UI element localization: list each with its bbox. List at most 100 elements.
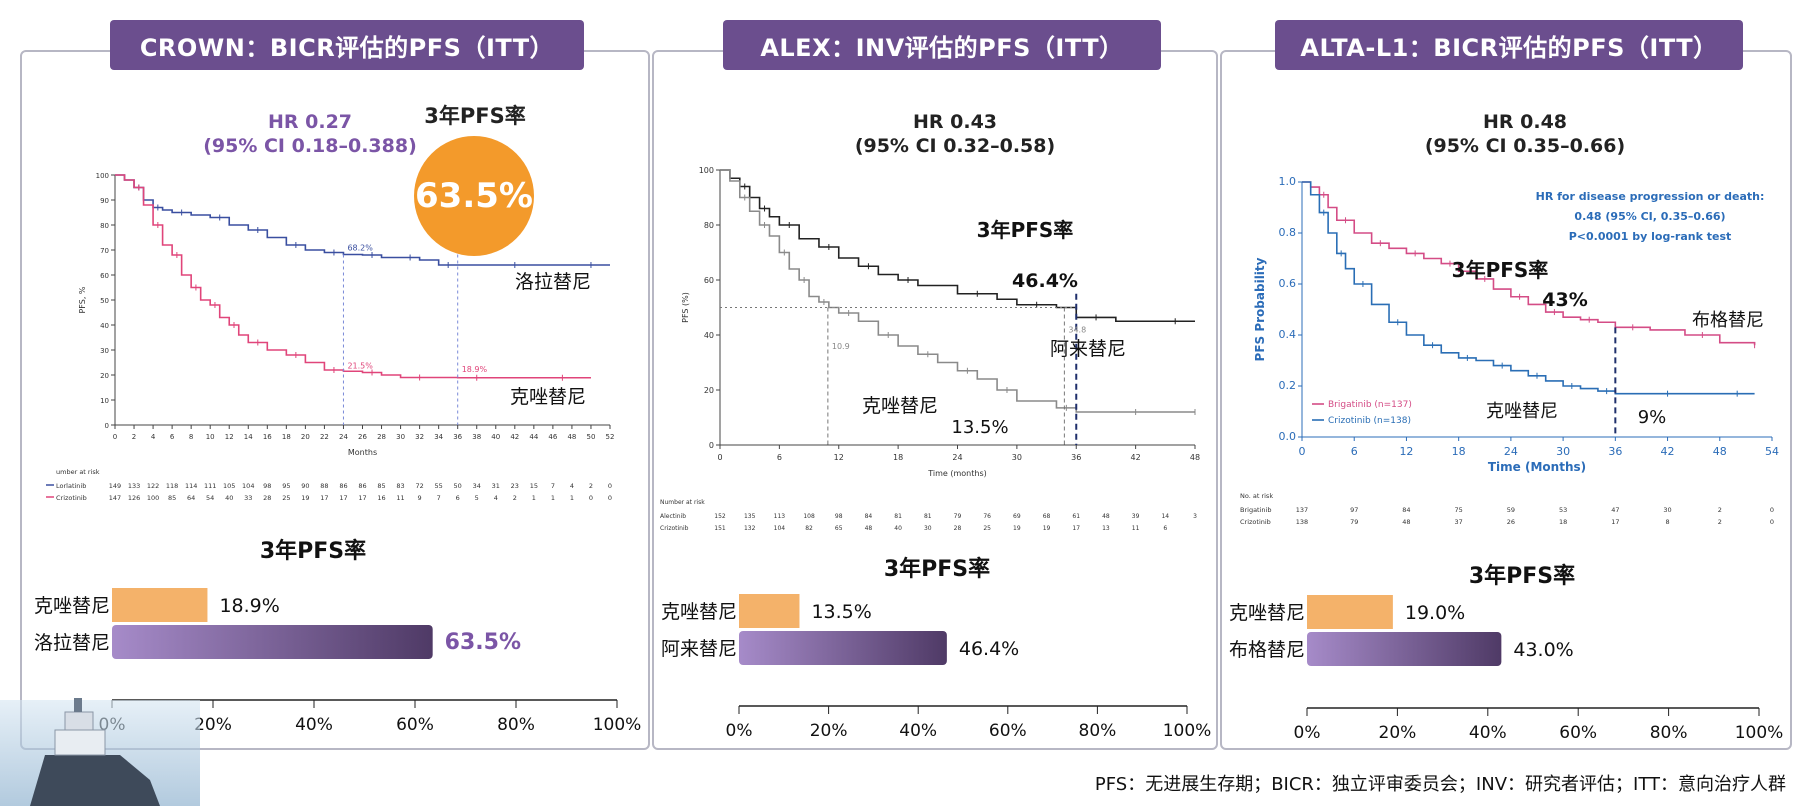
at-risk-count: 98 [835,513,843,520]
y-tick-label: 50 [100,297,109,305]
at-risk-header: No. at risk [1240,492,1273,500]
x-tick-label: 24 [952,453,962,462]
bar-comparator [1307,632,1502,666]
km-curve-crizotinib [1302,181,1755,395]
at-risk-count: 72 [415,482,423,490]
at-risk-count: 2 [1718,506,1722,514]
bar-x-tick-label: 20% [1379,723,1417,743]
bar-label: 阿来替尼 [661,638,737,660]
bar-x-tick-label: 80% [497,715,535,735]
at-risk-count: 55 [435,482,443,490]
at-risk-count: 9 [418,494,422,502]
at-risk-count: 105 [223,482,235,490]
at-risk-count: 40 [894,525,902,532]
x-tick-label: 42 [1131,453,1141,462]
x-tick-label: 16 [263,433,272,441]
annotation-21: 21.5% [347,361,373,370]
x-tick-label: 0 [1299,445,1306,458]
at-risk-count: 19 [1043,525,1051,532]
bar-x-tick-label: 0% [1294,723,1321,743]
bar-label: 布格替尼 [1229,639,1305,661]
bar-x-tick-label: 20% [810,721,848,741]
alta-banner: ALTA-L1：BICR评估的PFS（ITT） [1275,20,1743,70]
rate-title: 3年PFS率 [977,218,1074,242]
alta-hr-ci: (95% CI 0.35–0.66) [1424,135,1626,157]
alex-hr: HR 0.43 (95% CI 0.32–0.58) [830,110,1080,158]
bar-value: 19.0% [1405,602,1465,624]
x-tick-label: 24 [1504,445,1518,458]
at-risk-count: 13 [1102,525,1110,532]
y-tick-label: 0.8 [1279,226,1297,239]
bar-chart-title: 3年PFS率 [1469,563,1575,589]
x-tick-label: 42 [1661,445,1675,458]
at-risk-count: 85 [377,482,385,490]
at-risk-count: 25 [282,494,290,502]
at-risk-count: 40 [225,494,233,502]
crown-rate-circle: 63.5% [414,136,534,256]
x-tick-label: 32 [415,433,424,441]
at-risk-count: 95 [282,482,290,490]
at-risk-count: 1 [570,494,574,502]
bar-chart-title: 3年PFS率 [884,556,990,582]
at-risk-count: 17 [1611,518,1619,526]
bar-label: 克唑替尼 [661,601,737,623]
y-tick-label: 20 [100,372,109,380]
x-tick-label: 36 [453,433,462,441]
at-risk-count: 1 [551,494,555,502]
at-risk-count: 2 [513,494,517,502]
x-tick-label: 34 [434,433,443,441]
at-risk-count: 17 [320,494,328,502]
at-risk-count: 97 [1350,506,1358,514]
annotation-18: 18.9% [462,365,488,374]
alex-hr-ci: (95% CI 0.32–0.58) [854,135,1056,157]
y-tick-label: 80 [100,222,109,230]
crown-circle-value: 63.5% [415,176,533,216]
annotation-34-8: 34.8 [1068,325,1086,334]
at-risk-count: 11 [1132,525,1140,532]
bar-x-tick-label: 60% [396,715,434,735]
at-risk-count: 132 [744,525,756,532]
at-risk-count: 152 [714,513,726,520]
at-risk-count: 86 [339,482,347,490]
at-risk-count: 6 [1163,525,1167,532]
x-tick-label: 6 [170,433,175,441]
at-risk-count: 0 [1770,518,1774,526]
at-risk-count: 149 [109,482,121,490]
at-risk-count: 85 [168,494,176,502]
at-risk-count: 23 [511,482,519,490]
at-risk-count: 18 [1559,518,1567,526]
at-risk-count: 111 [204,482,216,490]
bar-x-tick-label: 100% [1163,721,1212,741]
at-risk-count: 79 [1350,518,1358,526]
at-risk-count: 147 [109,494,121,502]
bar-x-tick-label: 60% [989,721,1027,741]
x-tick-label: 38 [472,433,481,441]
bar-crizotinib [739,594,800,628]
x-tick-label: 44 [529,433,538,441]
y-axis-title: PFS (%) [681,292,690,323]
y-axis-title: PFS, % [78,286,87,313]
at-risk-count: 86 [358,482,366,490]
alta-km-chart: 0.0 0.2 0.4 0.6 0.8 1.0 0 6 12 18 24 30 36 42 48 54 Time… [1240,175,1779,526]
at-risk-count: 25 [983,525,991,532]
at-risk-count: 75 [1455,506,1463,514]
at-risk-count: 48 [865,525,873,532]
at-risk-count: 14 [1161,513,1169,520]
y-tick-label: 0 [105,422,109,430]
at-risk-count: 64 [187,494,195,502]
x-tick-label: 18 [893,453,903,462]
at-risk-count: 84 [865,513,873,520]
at-risk-count: 7 [437,494,441,502]
x-tick-label: 0 [717,453,722,462]
at-risk-count: 17 [358,494,366,502]
x-tick-label: 48 [1713,445,1727,458]
at-risk-count: 84 [1402,506,1410,514]
rate-value: 43% [1542,289,1587,311]
x-tick-label: 20 [301,433,310,441]
legend-label: Brigatinib (n=137) [1328,400,1412,410]
at-risk-count: 90 [301,482,309,490]
ship-image [0,698,200,806]
footnote: PFS：无进展生存期；BICR：独立评审委员会；INV：研究者评估；ITT：意向… [1094,774,1786,795]
bar-x-tick-label: 80% [1650,723,1688,743]
